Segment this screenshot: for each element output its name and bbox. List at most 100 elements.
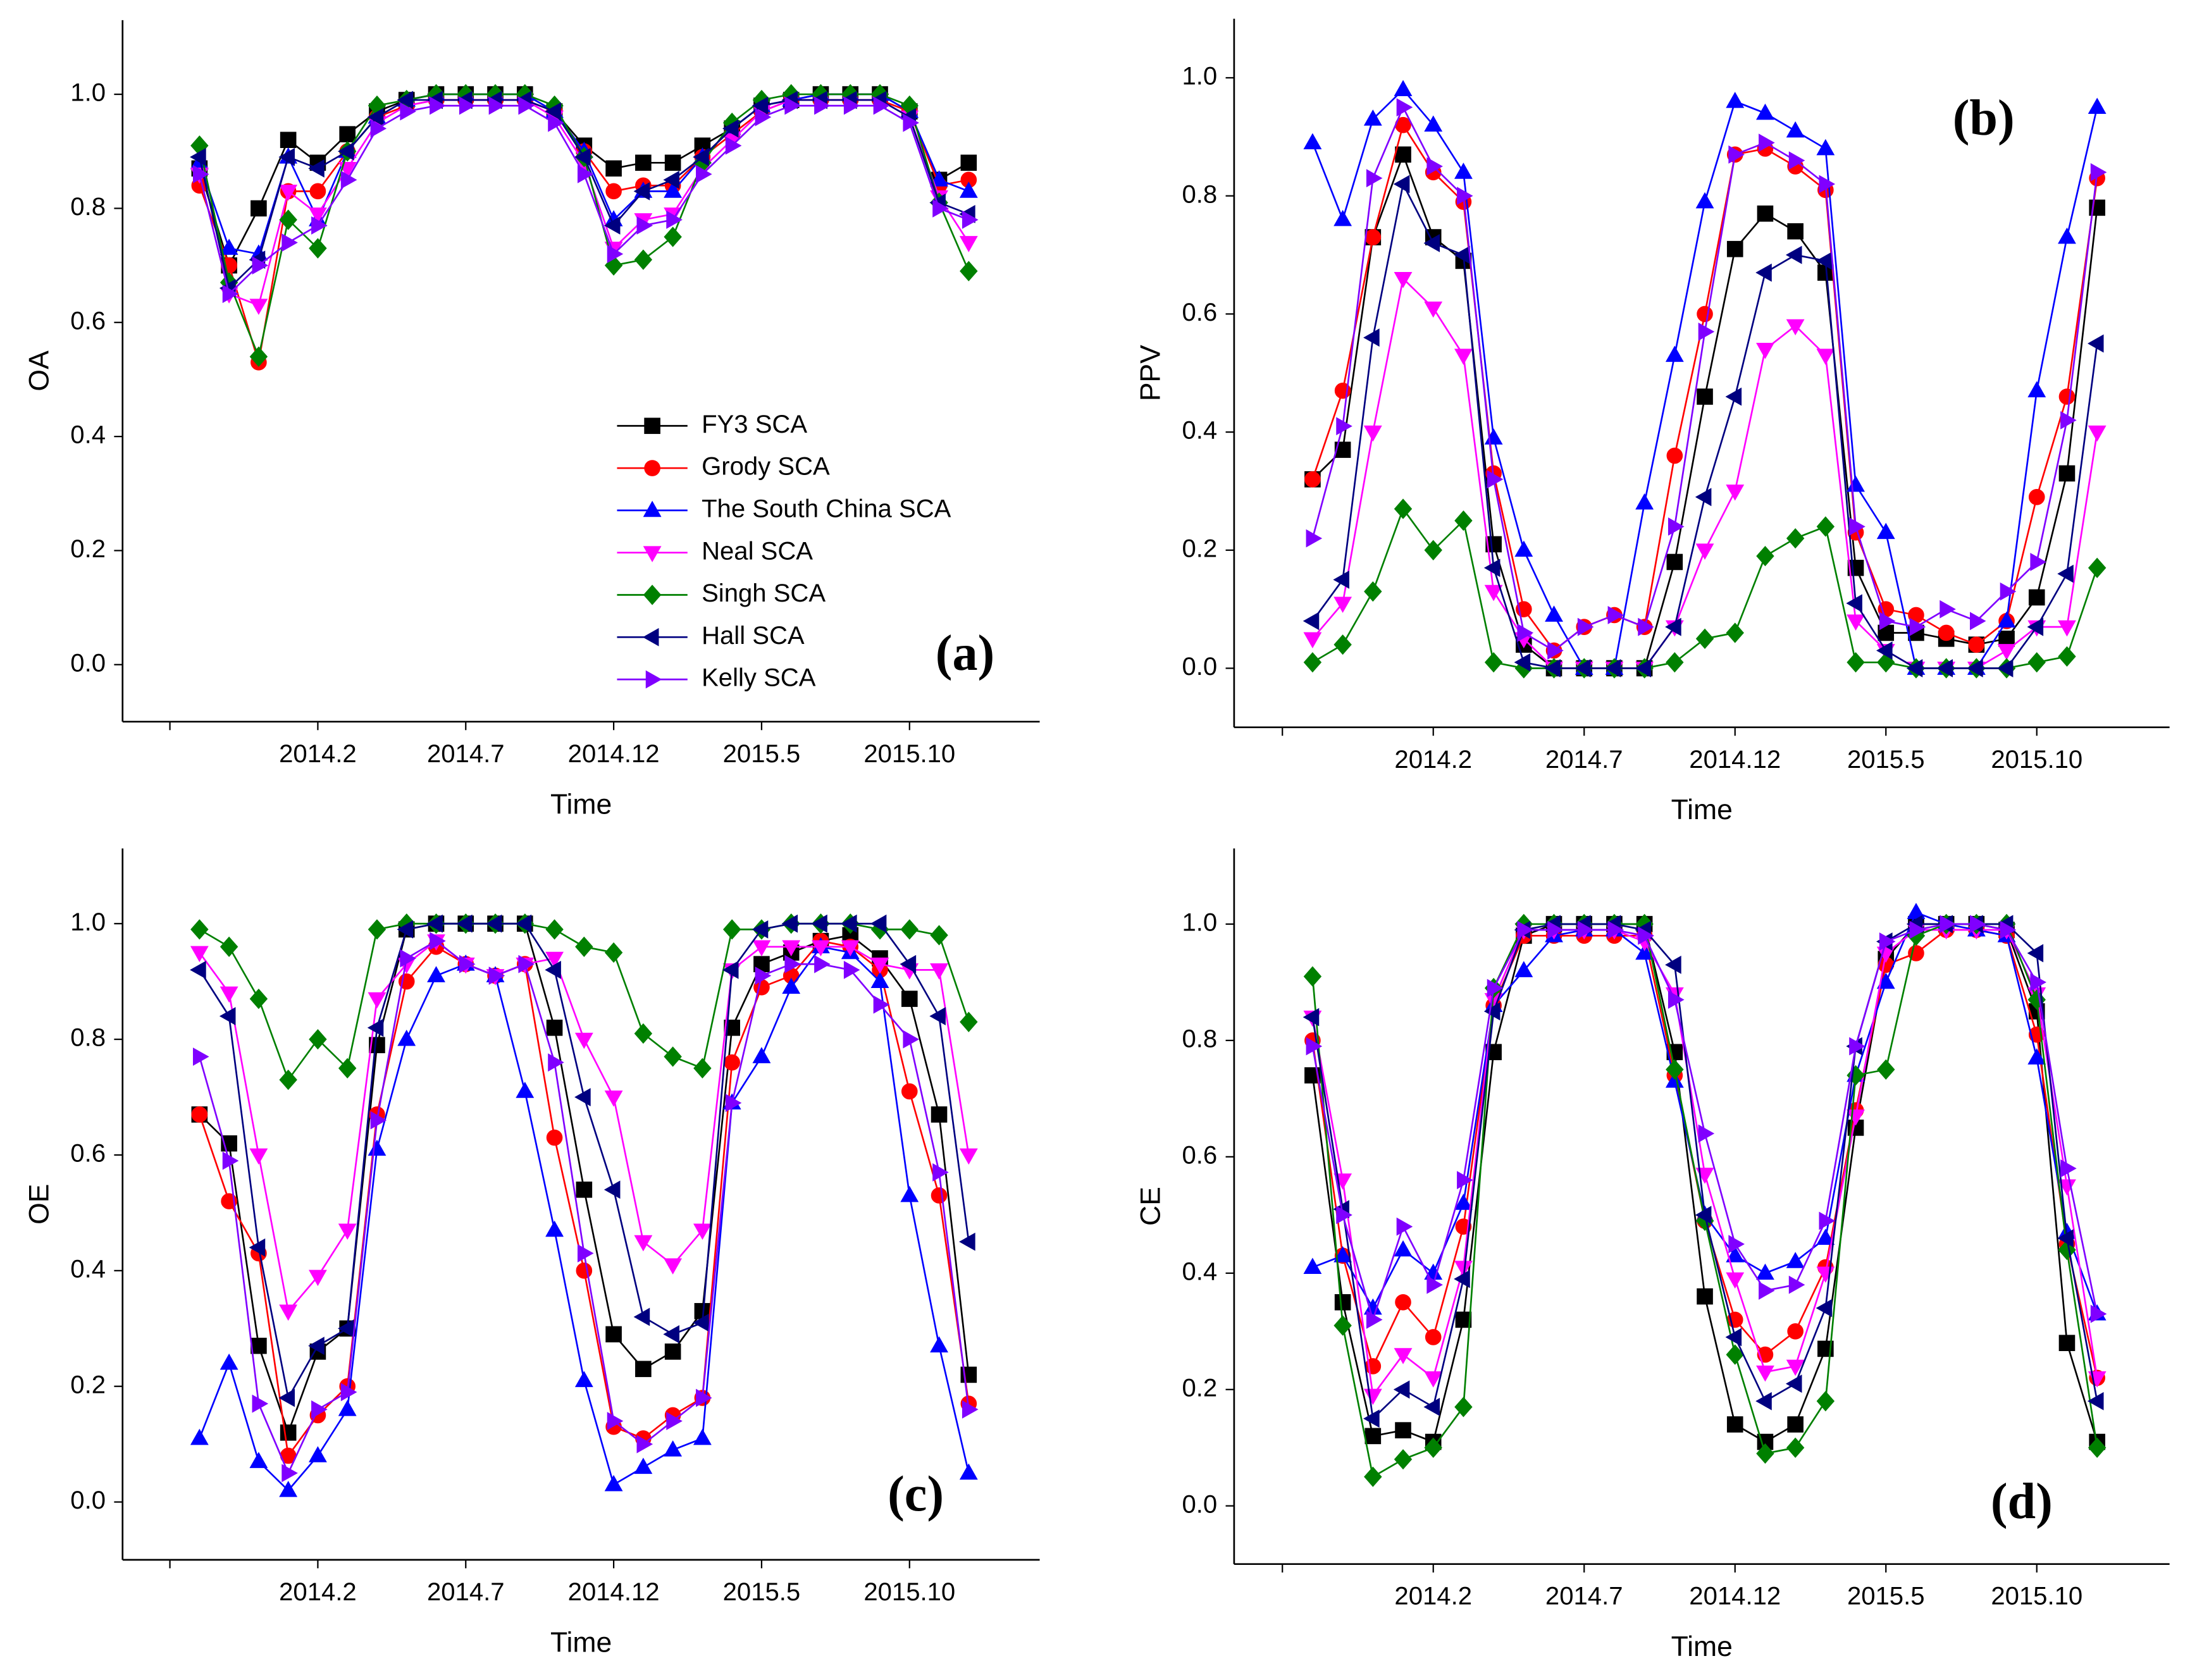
marker	[603, 216, 621, 235]
marker	[1668, 991, 1685, 1009]
marker	[1726, 92, 1745, 108]
marker	[605, 1326, 622, 1343]
marker	[959, 236, 978, 252]
marker	[1363, 328, 1380, 347]
marker	[1363, 1409, 1380, 1428]
marker	[900, 919, 919, 940]
marker	[900, 1185, 919, 1202]
marker	[1759, 1281, 1775, 1300]
marker	[2088, 425, 2107, 442]
marker	[725, 136, 742, 155]
y-tick-label: 1.0	[1182, 909, 1217, 937]
marker	[397, 1029, 416, 1046]
marker	[546, 1129, 563, 1146]
marker	[960, 1011, 978, 1032]
marker	[545, 919, 564, 940]
marker	[309, 238, 327, 259]
marker	[1394, 498, 1413, 519]
marker	[1846, 594, 1862, 613]
marker	[960, 261, 978, 281]
marker	[545, 102, 561, 121]
marker	[576, 1263, 593, 1279]
marker	[1394, 1348, 1413, 1364]
y-tick-label: 0.8	[70, 1024, 106, 1052]
marker	[722, 119, 739, 138]
marker	[1698, 322, 1715, 341]
x-tick-label: 2015.10	[1991, 746, 2082, 774]
marker	[605, 160, 622, 177]
x-axis-title: Time	[550, 1627, 612, 1658]
marker	[1695, 628, 1714, 649]
marker	[1756, 1443, 1774, 1464]
marker	[1997, 611, 2016, 628]
marker	[1363, 1388, 1382, 1405]
marker	[607, 1412, 624, 1430]
marker	[1665, 345, 1684, 362]
marker	[959, 1232, 975, 1251]
marker	[516, 1082, 535, 1098]
marker	[1457, 187, 1473, 206]
x-tick-label: 2014.2	[279, 740, 357, 768]
x-tick-label: 2015.5	[723, 740, 801, 768]
marker	[577, 164, 594, 183]
marker	[693, 1058, 712, 1078]
marker	[959, 1148, 978, 1165]
marker	[784, 954, 801, 973]
chart: 0.0 0.2 0.4 0.6 0.8 1.0 2014.2 2014.7 2014.12 201…	[1135, 848, 2170, 1662]
marker	[664, 1046, 682, 1067]
marker	[1726, 240, 1743, 257]
marker	[1426, 157, 1443, 176]
marker	[2089, 199, 2105, 216]
x-tick-label: 2014.12	[1689, 1583, 1781, 1610]
marker	[1514, 540, 1533, 557]
marker	[1333, 596, 1352, 614]
marker	[1725, 1328, 1742, 1347]
marker	[752, 96, 769, 115]
marker	[400, 102, 416, 121]
marker	[1635, 659, 1651, 677]
marker	[2087, 334, 2104, 353]
marker	[338, 1058, 357, 1078]
marker	[368, 1139, 387, 1156]
marker	[368, 992, 387, 1009]
marker	[485, 914, 502, 933]
marker	[1755, 263, 1772, 282]
marker	[1787, 1416, 1804, 1433]
panel-label: (d)	[1991, 1474, 2053, 1529]
marker	[2090, 163, 2107, 182]
marker	[664, 154, 681, 171]
marker	[252, 1394, 269, 1413]
marker	[1788, 151, 1805, 170]
marker	[311, 1400, 328, 1419]
x-tick-label: 2014.2	[1394, 746, 1472, 774]
marker	[249, 1148, 268, 1165]
y-tick-label: 0.2	[70, 1371, 106, 1399]
panel-label: (a)	[936, 626, 994, 681]
marker	[1638, 617, 1654, 636]
x-tick-label: 2015.10	[863, 1578, 955, 1606]
x-tick-label: 2014.7	[1545, 746, 1623, 774]
marker	[1666, 553, 1683, 571]
marker	[1304, 471, 1321, 488]
x-tick-label: 2014.2	[279, 1578, 357, 1606]
marker	[959, 182, 978, 198]
marker	[340, 1383, 357, 1402]
x-tick-label: 2014.12	[568, 740, 660, 768]
marker	[397, 920, 414, 939]
legend-label: The South China SCA	[702, 495, 951, 522]
y-tick-label: 1.0	[70, 908, 106, 936]
marker	[192, 1047, 209, 1066]
marker	[1395, 1294, 1411, 1311]
marker	[901, 991, 918, 1007]
marker	[367, 1018, 384, 1037]
marker	[755, 108, 772, 127]
marker	[1849, 517, 1866, 536]
marker	[1816, 1391, 1835, 1412]
marker	[725, 1094, 742, 1113]
marker	[900, 954, 917, 973]
y-axis-title: OA	[23, 350, 54, 392]
y-axis-title: CE	[1135, 1187, 1166, 1226]
marker	[1487, 979, 1504, 998]
marker	[666, 1412, 683, 1430]
marker	[604, 1090, 623, 1107]
